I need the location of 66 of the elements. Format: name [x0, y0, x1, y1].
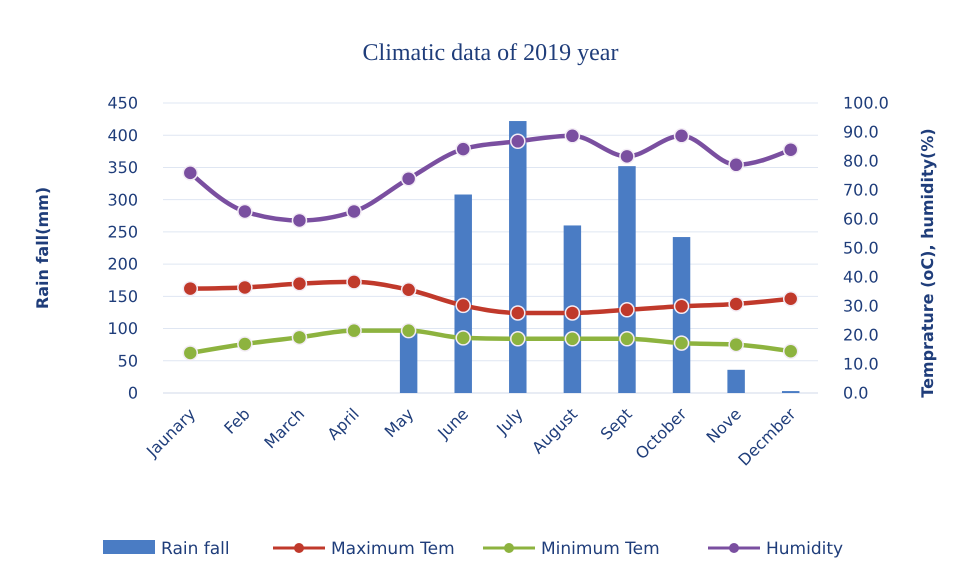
- x-tick-label: Feb: [220, 404, 254, 438]
- point: [510, 331, 526, 347]
- point: [237, 336, 253, 352]
- point: [674, 128, 690, 144]
- point: [564, 331, 580, 347]
- point: [182, 280, 198, 296]
- point: [400, 282, 416, 298]
- point: [292, 330, 308, 346]
- legend-label: Humidity: [766, 538, 844, 559]
- y2-tick-label: 50.0: [843, 238, 879, 258]
- point: [674, 298, 690, 314]
- point: [564, 128, 580, 144]
- point: [237, 204, 253, 220]
- y-axis-title: Rain fall(mm): [33, 186, 52, 310]
- point: [455, 330, 471, 346]
- point: [455, 298, 471, 314]
- y2-tick-label: 10.0: [843, 354, 879, 374]
- y2-tick-label: 70.0: [843, 180, 879, 200]
- point: [782, 343, 798, 359]
- point: [237, 280, 253, 296]
- y-tick-label: 0: [128, 384, 138, 403]
- bar: [727, 370, 745, 393]
- y-tick-label: 400: [107, 126, 138, 145]
- point: [782, 142, 798, 158]
- point: [782, 291, 798, 306]
- legend-label: Minimum Tem: [541, 538, 660, 559]
- point: [400, 322, 416, 338]
- point: [510, 305, 526, 321]
- y-tick-label: 350: [107, 158, 138, 178]
- point: [619, 148, 635, 164]
- point: [728, 157, 744, 173]
- point: [400, 170, 416, 186]
- y2-tick-label: 0.0: [843, 384, 868, 403]
- y2-tick-label: 100.0: [843, 94, 889, 113]
- y-tick-label: 150: [107, 286, 138, 306]
- point: [346, 322, 362, 338]
- y-tick-label: 50: [118, 351, 138, 370]
- point: [292, 212, 308, 228]
- y-tick-label: 100: [107, 319, 138, 338]
- y2-tick-label: 40.0: [843, 268, 879, 287]
- point: [292, 276, 308, 292]
- point: [674, 335, 690, 351]
- y-tick-label: 300: [107, 190, 138, 210]
- y-tick-label: 200: [107, 254, 138, 274]
- point: [182, 165, 198, 181]
- y2-tick-label: 60.0: [843, 210, 879, 229]
- y-tick-label: 250: [107, 222, 138, 242]
- point: [346, 204, 362, 220]
- y2-tick-label: 20.0: [843, 326, 879, 345]
- chart-title: Climatic data of 2019 year: [362, 40, 618, 66]
- y2-tick-label: 90.0: [843, 122, 879, 142]
- legend-label: Rain fall: [161, 538, 230, 559]
- point: [619, 331, 635, 347]
- y-tick-label: 450: [107, 94, 138, 113]
- legend-label: Maximum Tem: [331, 538, 455, 559]
- point: [455, 141, 471, 157]
- point: [510, 134, 526, 150]
- point: [728, 296, 744, 312]
- point: [728, 336, 744, 352]
- y2-tick-label: 80.0: [843, 152, 879, 171]
- point: [619, 302, 635, 318]
- y2-tick-label: 30.0: [843, 296, 879, 316]
- point: [564, 305, 580, 321]
- point: [346, 274, 362, 290]
- y2-axis-title: Temprature (oC), humidity(%): [918, 128, 937, 398]
- point: [182, 345, 198, 361]
